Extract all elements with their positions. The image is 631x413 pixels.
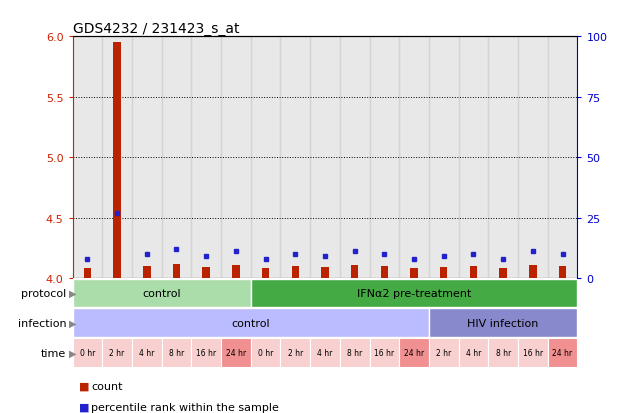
- Text: count: count: [91, 381, 123, 391]
- Text: ▶: ▶: [69, 318, 77, 328]
- Text: percentile rank within the sample: percentile rank within the sample: [91, 402, 280, 412]
- Bar: [351, 265, 358, 278]
- Bar: [380, 266, 388, 278]
- Bar: [429, 37, 459, 278]
- Bar: [429, 338, 459, 367]
- Bar: [73, 309, 429, 337]
- Bar: [251, 338, 280, 367]
- Text: time: time: [41, 348, 66, 358]
- Bar: [232, 265, 240, 278]
- Text: GDS4232 / 231423_s_at: GDS4232 / 231423_s_at: [73, 22, 239, 36]
- Bar: [262, 269, 269, 278]
- Text: 8 hr: 8 hr: [169, 348, 184, 357]
- Bar: [429, 309, 577, 337]
- Bar: [73, 338, 102, 367]
- Bar: [162, 37, 191, 278]
- Text: 16 hr: 16 hr: [522, 348, 543, 357]
- Bar: [370, 37, 399, 278]
- Text: 8 hr: 8 hr: [495, 348, 510, 357]
- Text: 16 hr: 16 hr: [196, 348, 216, 357]
- Bar: [518, 37, 548, 278]
- Bar: [340, 37, 370, 278]
- Bar: [73, 279, 251, 308]
- Bar: [548, 37, 577, 278]
- Text: 4 hr: 4 hr: [139, 348, 155, 357]
- Text: protocol: protocol: [21, 288, 66, 298]
- Bar: [459, 37, 488, 278]
- Bar: [102, 37, 132, 278]
- Bar: [251, 279, 577, 308]
- Text: 2 hr: 2 hr: [288, 348, 303, 357]
- Text: 16 hr: 16 hr: [374, 348, 394, 357]
- Text: ▶: ▶: [69, 288, 77, 298]
- Bar: [84, 269, 91, 278]
- Bar: [559, 266, 566, 278]
- Bar: [73, 37, 102, 278]
- Bar: [529, 265, 536, 278]
- Text: 0 hr: 0 hr: [80, 348, 95, 357]
- Bar: [132, 37, 162, 278]
- Text: infection: infection: [18, 318, 66, 328]
- Bar: [548, 338, 577, 367]
- Bar: [499, 269, 507, 278]
- Text: HIV infection: HIV infection: [468, 318, 539, 328]
- Bar: [203, 268, 210, 278]
- Bar: [191, 37, 221, 278]
- Bar: [399, 338, 429, 367]
- Bar: [292, 266, 299, 278]
- Text: IFNα2 pre-treatment: IFNα2 pre-treatment: [357, 288, 471, 298]
- Text: 8 hr: 8 hr: [347, 348, 362, 357]
- Bar: [310, 338, 340, 367]
- Text: 24 hr: 24 hr: [226, 348, 246, 357]
- Text: 0 hr: 0 hr: [258, 348, 273, 357]
- Text: control: control: [143, 288, 181, 298]
- Bar: [469, 266, 477, 278]
- Bar: [162, 338, 191, 367]
- Bar: [221, 338, 251, 367]
- Bar: [459, 338, 488, 367]
- Text: 2 hr: 2 hr: [436, 348, 451, 357]
- Bar: [173, 264, 180, 278]
- Text: 4 hr: 4 hr: [317, 348, 333, 357]
- Bar: [280, 338, 310, 367]
- Bar: [321, 268, 329, 278]
- Bar: [143, 266, 151, 278]
- Bar: [251, 37, 280, 278]
- Bar: [114, 43, 121, 278]
- Bar: [340, 338, 370, 367]
- Text: control: control: [232, 318, 270, 328]
- Bar: [488, 338, 518, 367]
- Bar: [221, 37, 251, 278]
- Text: 24 hr: 24 hr: [404, 348, 424, 357]
- Bar: [488, 37, 518, 278]
- Bar: [191, 338, 221, 367]
- Text: 4 hr: 4 hr: [466, 348, 481, 357]
- Bar: [132, 338, 162, 367]
- Bar: [399, 37, 429, 278]
- Text: ■: ■: [79, 402, 90, 412]
- Text: 2 hr: 2 hr: [110, 348, 125, 357]
- Bar: [310, 37, 340, 278]
- Bar: [410, 269, 418, 278]
- Bar: [370, 338, 399, 367]
- Bar: [518, 338, 548, 367]
- Bar: [102, 338, 132, 367]
- Text: ■: ■: [79, 381, 90, 391]
- Bar: [280, 37, 310, 278]
- Bar: [440, 268, 447, 278]
- Text: ▶: ▶: [69, 348, 77, 358]
- Text: 24 hr: 24 hr: [553, 348, 572, 357]
